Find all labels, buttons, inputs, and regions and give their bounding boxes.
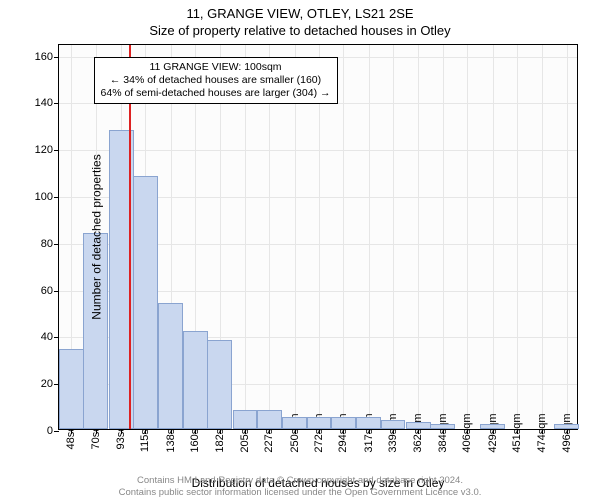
x-tick-label: 429sqm	[487, 413, 499, 452]
h-gridline	[59, 150, 577, 151]
annotation-line3: 64% of semi-detached houses are larger (…	[101, 87, 331, 100]
y-tick-label: 140	[35, 97, 53, 109]
histogram-bar	[307, 417, 332, 429]
y-tick-mark	[54, 291, 59, 292]
y-tick-mark	[54, 244, 59, 245]
histogram-bar	[430, 424, 455, 429]
histogram-bar	[158, 303, 183, 429]
histogram-bar	[554, 424, 579, 429]
histogram-bar	[59, 349, 84, 429]
y-tick-label: 20	[41, 378, 53, 390]
footer-line1: Contains HM Land Registry data © Crown c…	[0, 475, 600, 486]
histogram-bar	[406, 422, 431, 429]
y-tick-label: 40	[41, 331, 53, 343]
histogram-bar	[480, 424, 505, 429]
y-tick-mark	[54, 57, 59, 58]
v-gridline	[443, 45, 444, 429]
histogram-bar	[233, 410, 258, 429]
x-tick-label: 496sqm	[561, 413, 573, 452]
page-title-line1: 11, GRANGE VIEW, OTLEY, LS21 2SE	[0, 0, 600, 21]
annotation-line2: ← 34% of detached houses are smaller (16…	[101, 74, 331, 87]
x-tick-label: 474sqm	[536, 413, 548, 452]
y-tick-label: 80	[41, 238, 53, 250]
histogram-bar	[257, 410, 282, 429]
histogram-bar	[331, 417, 356, 429]
v-gridline	[567, 45, 568, 429]
x-tick-label: 406sqm	[461, 413, 473, 452]
y-tick-label: 0	[47, 425, 53, 437]
y-tick-mark	[54, 337, 59, 338]
histogram-bar	[381, 420, 406, 429]
y-tick-mark	[54, 197, 59, 198]
v-gridline	[517, 45, 518, 429]
y-tick-label: 160	[35, 51, 53, 63]
v-gridline	[493, 45, 494, 429]
histogram-bar	[207, 340, 232, 429]
histogram-bar	[356, 417, 381, 429]
v-gridline	[343, 45, 344, 429]
y-tick-label: 60	[41, 285, 53, 297]
x-tick-label: 362sqm	[412, 413, 424, 452]
x-tick-label: 384sqm	[437, 413, 449, 452]
attribution-footer: Contains HM Land Registry data © Crown c…	[0, 475, 600, 498]
v-gridline	[369, 45, 370, 429]
y-axis-label: Number of detached properties	[90, 154, 104, 319]
chart-container: 11, GRANGE VIEW, OTLEY, LS21 2SE Size of…	[0, 0, 600, 500]
histogram-bar	[282, 417, 307, 429]
plot-area: 02040608010012014016048sqm70sqm93sqm115s…	[58, 44, 578, 430]
y-tick-label: 100	[35, 191, 53, 203]
annotation-box: 11 GRANGE VIEW: 100sqm← 34% of detached …	[94, 57, 338, 104]
plot-area-wrap: 02040608010012014016048sqm70sqm93sqm115s…	[58, 44, 578, 430]
page-title-line2: Size of property relative to detached ho…	[0, 21, 600, 38]
annotation-line1: 11 GRANGE VIEW: 100sqm	[101, 61, 331, 74]
y-tick-mark	[54, 103, 59, 104]
histogram-bar	[133, 176, 158, 429]
v-gridline	[393, 45, 394, 429]
x-tick-label: 451sqm	[511, 413, 523, 452]
footer-line2: Contains public sector information licen…	[0, 487, 600, 498]
y-tick-mark	[54, 431, 59, 432]
v-gridline	[418, 45, 419, 429]
v-gridline	[542, 45, 543, 429]
histogram-bar	[183, 331, 208, 429]
v-gridline	[467, 45, 468, 429]
y-tick-mark	[54, 150, 59, 151]
y-tick-label: 120	[35, 144, 53, 156]
